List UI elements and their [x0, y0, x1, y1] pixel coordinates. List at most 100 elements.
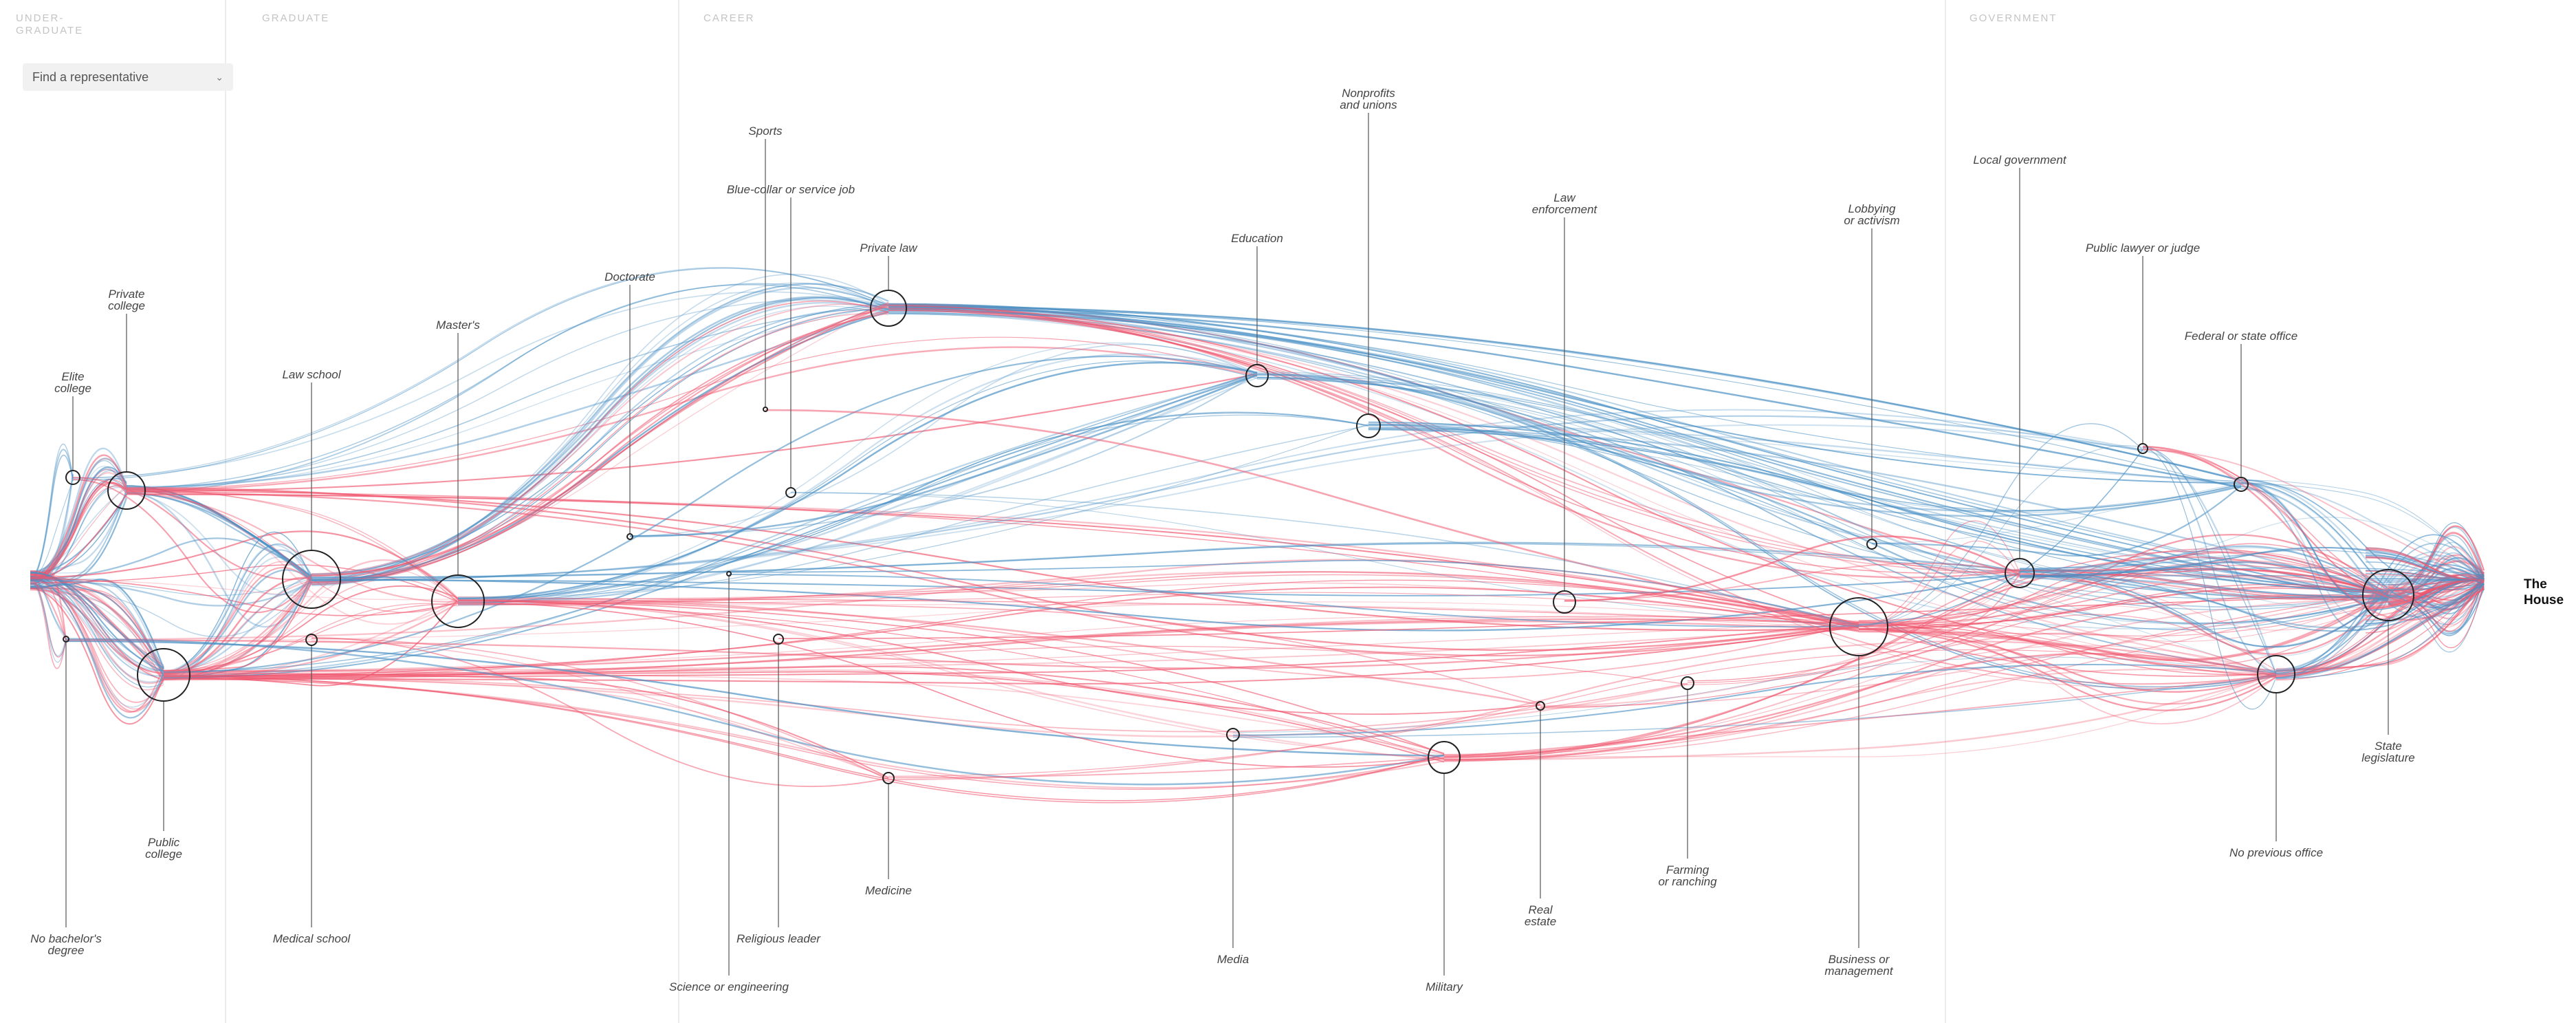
node-religious[interactable] [773, 634, 784, 645]
node-masters[interactable] [431, 574, 485, 628]
flow-path-to-house [2365, 579, 2485, 609]
node-nonprofits[interactable] [1356, 413, 1381, 438]
node-label-federal-state: Federal or state office [2185, 330, 2297, 343]
flow-path-republican [163, 586, 1859, 678]
node-medical-school[interactable] [305, 634, 318, 646]
node-label-local-gov: Local government [1973, 153, 2066, 166]
flow-path-republican [30, 569, 67, 638]
node-public-college[interactable] [137, 648, 190, 702]
flow-path-republican [2388, 533, 2485, 591]
flow-path-republican [30, 577, 459, 616]
node-label-military: Military [1426, 980, 1463, 993]
flow-path-democrat [126, 493, 312, 581]
flow-path-democrat [790, 492, 1859, 628]
flow-path-republican [163, 670, 1445, 756]
flow-path-democrat [1871, 485, 2242, 557]
flow-path-republican [888, 305, 2020, 574]
find-representative-label: Find a representative [32, 69, 149, 84]
column-heading-government: GOVERNMENT [1969, 12, 2057, 25]
flow-path-republican [1858, 621, 2277, 676]
node-label-law-enforcement: Law enforcement [1532, 191, 1598, 216]
flow-path-democrat [311, 303, 889, 575]
flow-path-republican [2019, 569, 2389, 599]
flow-path-democrat [457, 411, 1369, 603]
node-private-college[interactable] [107, 471, 146, 510]
flow-path-republican [30, 582, 67, 641]
flow-path-democrat [457, 342, 1258, 603]
node-label-media: Media [1217, 953, 1249, 966]
flow-path-democrat [1368, 428, 2242, 513]
node-label-private-college: Private college [108, 288, 145, 312]
flow-path-democrat [30, 587, 164, 668]
flow-path-democrat [311, 574, 2020, 596]
node-label-education: Education [1231, 232, 1283, 245]
node-label-line: estate [1525, 915, 1556, 928]
node-label-line: college [145, 848, 182, 861]
node-business[interactable] [1829, 597, 1888, 656]
flow-path-republican [1540, 588, 2389, 709]
flow-path-democrat [457, 361, 1258, 600]
flow-path-republican [311, 305, 889, 585]
flow-path-democrat [311, 273, 889, 585]
node-label-no-previous: No previous office [2229, 846, 2323, 859]
node-medicine[interactable] [882, 772, 895, 784]
node-public-lawyer[interactable] [2137, 443, 2148, 454]
node-no-degree[interactable] [63, 636, 69, 643]
flow-path-republican [2019, 572, 2389, 656]
node-no-previous[interactable] [2257, 655, 2295, 693]
flow-path-republican [163, 599, 459, 687]
flow-path-to-house [2365, 579, 2485, 585]
node-label-line: Business or [1829, 953, 1890, 966]
flow-path-democrat [126, 493, 312, 596]
flow-path-democrat [2019, 574, 2485, 629]
node-label-lobbying: Lobbying or activism [1844, 202, 1899, 227]
flow-path-republican [1443, 671, 2277, 757]
node-science[interactable] [726, 571, 732, 577]
flow-path-democrat [2240, 483, 2485, 578]
flow-path-republican [30, 571, 164, 674]
flow-path-democrat [311, 409, 2143, 582]
node-education[interactable] [1245, 364, 1269, 387]
node-private-law[interactable] [870, 290, 907, 327]
flow-path-republican [163, 585, 459, 674]
flow-path-republican [30, 588, 164, 725]
node-state-leg[interactable] [2362, 569, 2414, 621]
flow-path-democrat [2275, 550, 2485, 671]
flow-path-republican [2142, 448, 2485, 594]
find-representative-dropdown[interactable]: Find a representative ⌄ [23, 63, 233, 91]
column-heading-line: GRADUATE [16, 25, 84, 36]
the-house-label: The [2524, 577, 2547, 592]
flow-path-democrat [1368, 421, 2389, 594]
node-media[interactable] [1226, 728, 1240, 742]
flow-path-democrat [30, 495, 127, 574]
flow-path-republican [72, 478, 312, 614]
flow-path-republican [65, 601, 1859, 643]
node-sports[interactable] [763, 407, 768, 412]
flow-path-democrat [728, 574, 1859, 627]
node-label-blue-collar: Blue-collar or service job [727, 183, 855, 196]
flow-path-republican [1858, 592, 2389, 662]
flow-path-republican [457, 600, 1445, 755]
node-real-estate[interactable] [1536, 701, 1545, 711]
flow-path-democrat [30, 447, 128, 579]
chevron-down-icon: ⌄ [215, 71, 223, 83]
node-doctorate[interactable] [626, 533, 633, 540]
node-law-school[interactable] [282, 550, 341, 609]
node-farming[interactable] [1681, 676, 1694, 690]
flow-path-republican [2275, 577, 2485, 680]
flow-path-republican [30, 587, 164, 674]
node-local-gov[interactable] [2005, 558, 2035, 588]
flow-path-republican [30, 589, 164, 679]
column-heading-line: UNDER- [16, 12, 65, 24]
node-law-enforcement[interactable] [1553, 590, 1576, 614]
node-label-line: Law school [282, 368, 341, 381]
node-label-state-leg: State legislature [2361, 740, 2415, 764]
flow-path-democrat [457, 353, 1258, 605]
node-federal-state[interactable] [2234, 477, 2249, 492]
node-elite[interactable] [65, 470, 80, 485]
flow-path-republican [1443, 652, 2277, 756]
node-military[interactable] [1428, 741, 1461, 774]
node-blue-collar[interactable] [785, 487, 796, 498]
flow-path-democrat [1232, 663, 2277, 736]
node-lobbying[interactable] [1866, 539, 1877, 550]
